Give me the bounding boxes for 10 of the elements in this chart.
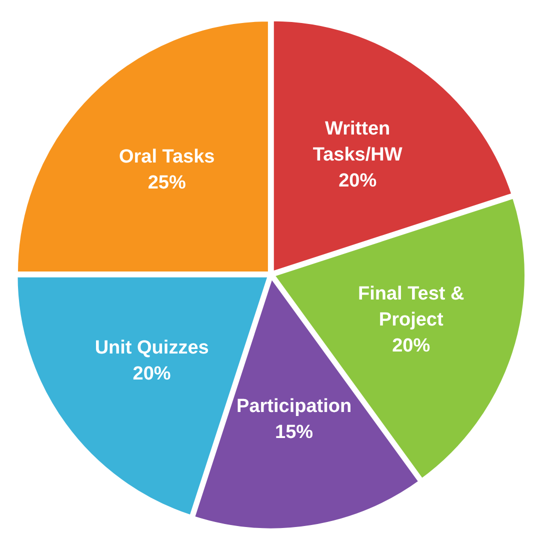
slice-label: Oral Tasks [118, 146, 215, 168]
data-label: 20% [132, 363, 171, 384]
slice-label: Participation [236, 396, 352, 418]
data-label: 15% [275, 422, 314, 444]
slice-label: Final Test & Project [358, 283, 465, 330]
data-label: 25% [148, 172, 186, 194]
slice-label: Unit Quizzes [94, 337, 209, 358]
slice-label: Written Tasks/HW [312, 118, 402, 166]
data-label: 20% [392, 335, 430, 356]
data-label: 20% [338, 170, 377, 192]
